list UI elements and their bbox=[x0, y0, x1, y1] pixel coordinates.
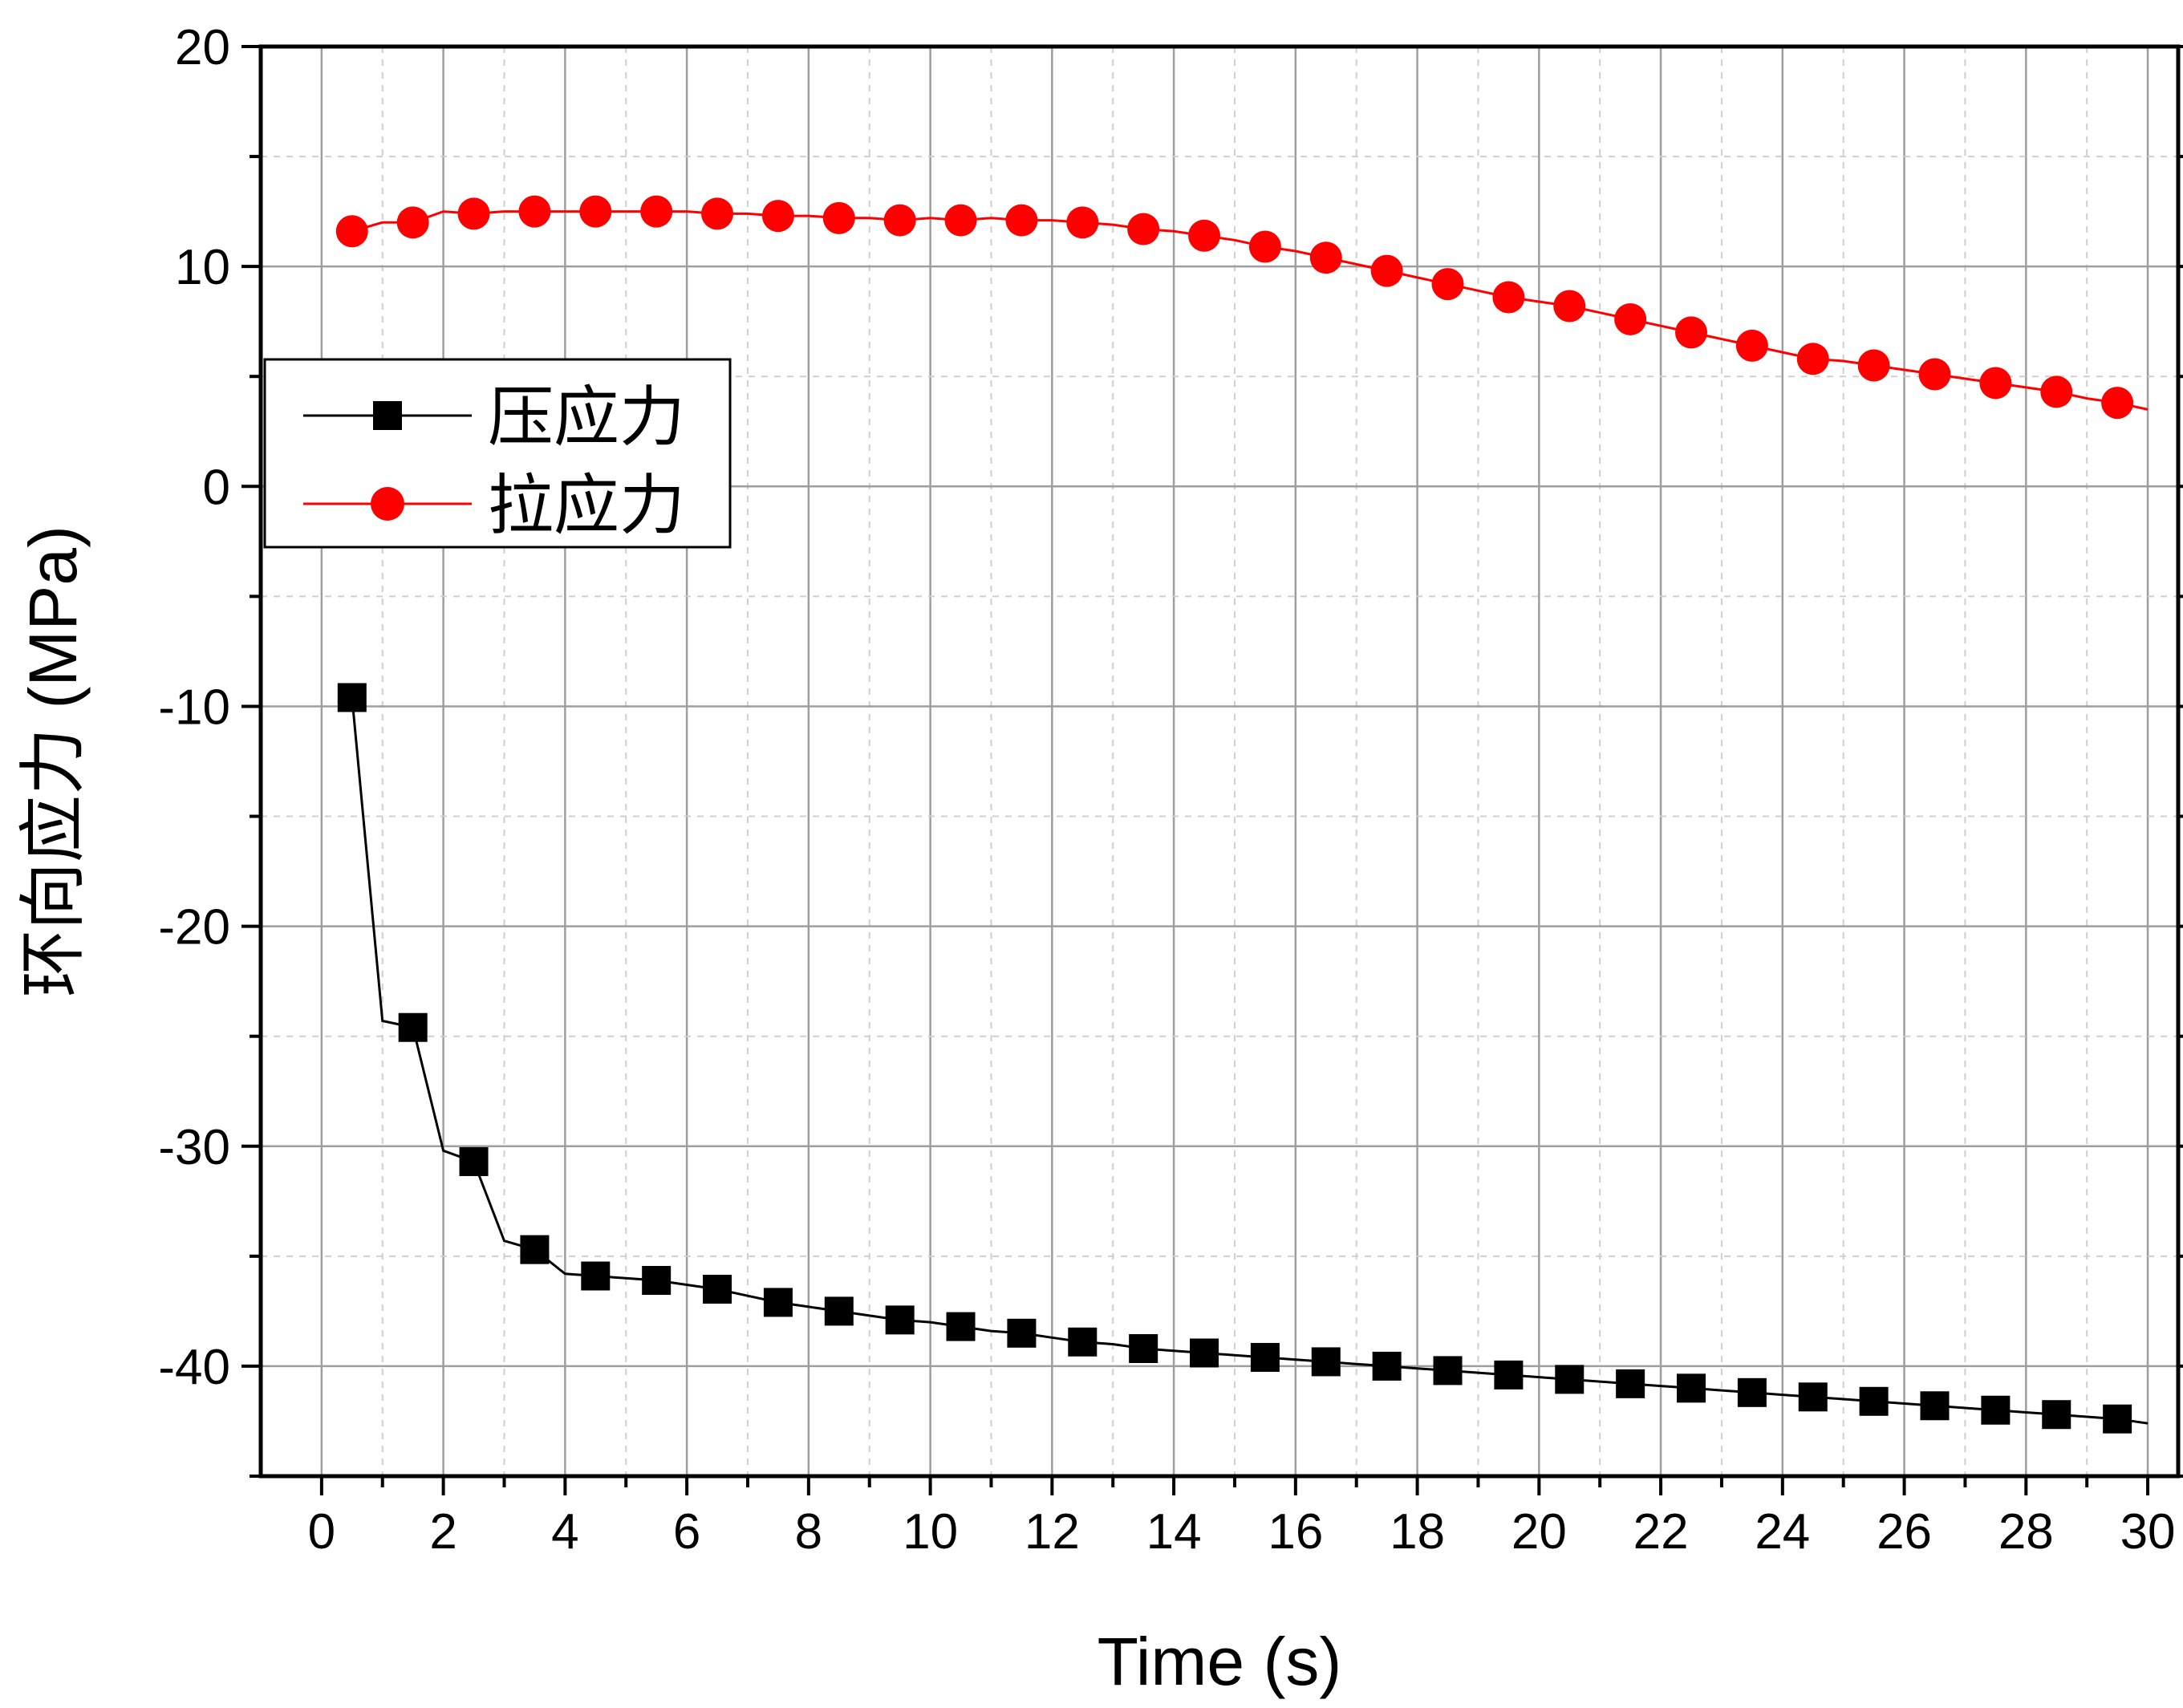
compressive-stress-point bbox=[459, 1146, 489, 1176]
tensile-stress-point bbox=[1979, 367, 2012, 400]
legend-box bbox=[263, 358, 732, 549]
tensile-stress-point bbox=[822, 201, 855, 234]
compressive-stress-point bbox=[2103, 1404, 2132, 1434]
tensile-stress-point bbox=[579, 195, 612, 228]
y-tick-label: 20 bbox=[175, 20, 230, 75]
legend-marker-tensile bbox=[371, 487, 404, 521]
legend-label-compressive: 压应力 bbox=[488, 379, 685, 456]
x-tick-label: 10 bbox=[903, 1504, 958, 1560]
tensile-stress-point bbox=[457, 197, 490, 230]
tensile-stress-point bbox=[1309, 241, 1342, 274]
x-tick-label: 28 bbox=[1998, 1504, 2054, 1560]
compressive-stress-point bbox=[1616, 1369, 1645, 1398]
tensile-stress-point bbox=[1796, 343, 1829, 375]
x-axis-title: Time (s) bbox=[1098, 1624, 1342, 1699]
x-tick-label: 24 bbox=[1755, 1504, 1810, 1560]
axes: 0 2 4 6 8 10 12 14 16 18 20 22 24 26 28 3020100-10-20-3… bbox=[158, 20, 2183, 1560]
tensile-stress-point bbox=[761, 200, 794, 233]
compressive-stress-point bbox=[1555, 1365, 1585, 1394]
tensile-stress-point bbox=[1370, 254, 1403, 287]
tensile-stress-point bbox=[1857, 349, 1890, 382]
compressive-stress-point bbox=[1007, 1318, 1037, 1348]
compressive-stress-line bbox=[351, 697, 2149, 1425]
legend-marker-compressive bbox=[373, 401, 402, 430]
tensile-stress-point bbox=[1492, 281, 1525, 314]
compressive-stress-point bbox=[1190, 1338, 1219, 1368]
y-tick-label: -10 bbox=[158, 680, 230, 735]
compressive-stress-point bbox=[1311, 1347, 1341, 1377]
y-tick-label: -20 bbox=[158, 900, 230, 955]
x-tick-label: 0 bbox=[308, 1504, 335, 1560]
tensile-stress-point bbox=[1614, 302, 1647, 335]
compressive-stress-point bbox=[642, 1266, 672, 1296]
compressive-stress-point bbox=[885, 1305, 915, 1335]
tensile-stress-point bbox=[1248, 230, 1281, 263]
tensile-stress-point bbox=[518, 195, 551, 228]
compressive-stress-point bbox=[1737, 1377, 1767, 1407]
legend: 压应力 拉应力 bbox=[263, 358, 732, 549]
compressive-stress-point bbox=[824, 1296, 854, 1326]
x-tick-label: 30 bbox=[2120, 1504, 2176, 1560]
compressive-stress-point bbox=[1433, 1356, 1463, 1385]
tensile-stress-point bbox=[883, 204, 916, 237]
tensile-stress-point bbox=[335, 215, 368, 248]
tensile-stress-point bbox=[1735, 329, 1768, 362]
compressive-stress-point bbox=[1859, 1386, 1889, 1416]
compressive-stress-point bbox=[581, 1261, 611, 1291]
x-tick-label: 8 bbox=[795, 1504, 822, 1560]
x-tick-label: 20 bbox=[1511, 1504, 1567, 1560]
legend-label-tensile: 拉应力 bbox=[488, 468, 685, 544]
tensile-stress-point bbox=[944, 204, 977, 237]
y-tick-label: 0 bbox=[203, 460, 230, 515]
y-tick-label: 10 bbox=[175, 240, 230, 295]
tensile-stress-point bbox=[1918, 358, 1951, 391]
compressive-stress-point bbox=[1920, 1391, 1950, 1421]
x-tick-label: 12 bbox=[1025, 1504, 1080, 1560]
x-tick-label: 14 bbox=[1146, 1504, 1202, 1560]
compressive-stress-point bbox=[1677, 1373, 1706, 1403]
compressive-stress-point bbox=[1494, 1360, 1524, 1390]
x-tick-label: 4 bbox=[551, 1504, 578, 1560]
x-tick-label: 18 bbox=[1390, 1504, 1445, 1560]
tensile-stress-point bbox=[701, 197, 734, 230]
x-tick-label: 6 bbox=[673, 1504, 700, 1560]
y-tick-label: -30 bbox=[158, 1120, 230, 1175]
tensile-stress-point bbox=[2040, 375, 2073, 408]
tensile-stress-point bbox=[396, 206, 429, 239]
tensile-stress-point bbox=[1553, 290, 1586, 323]
tensile-stress-point bbox=[1005, 204, 1038, 237]
tensile-stress-point bbox=[640, 195, 673, 228]
compressive-stress-point bbox=[763, 1288, 793, 1317]
series-layer bbox=[335, 195, 2149, 1434]
x-tick-label: 16 bbox=[1268, 1504, 1323, 1560]
tensile-stress-point bbox=[1431, 268, 1464, 301]
x-tick-label: 26 bbox=[1877, 1504, 1932, 1560]
compressive-stress-point bbox=[520, 1235, 550, 1264]
compressive-stress-point bbox=[337, 683, 367, 712]
x-tick-label: 2 bbox=[429, 1504, 456, 1560]
compressive-stress-point bbox=[703, 1274, 732, 1304]
compressive-stress-point bbox=[1068, 1327, 1098, 1357]
tensile-stress-point bbox=[1675, 316, 1708, 349]
compressive-stress-point bbox=[398, 1012, 428, 1042]
y-axis-title: 环向应力 (MPa) bbox=[15, 525, 91, 997]
compressive-stress-point bbox=[1372, 1351, 1402, 1381]
tensile-stress-point bbox=[1066, 206, 1099, 239]
compressive-stress-point bbox=[1129, 1333, 1158, 1363]
tensile-stress-point bbox=[1127, 213, 1160, 245]
x-tick-label: 22 bbox=[1633, 1504, 1689, 1560]
plot-frame bbox=[258, 44, 2181, 1479]
y-tick-label: -40 bbox=[158, 1340, 230, 1395]
tensile-stress-point bbox=[1188, 219, 1221, 252]
compressive-stress-point bbox=[946, 1312, 976, 1341]
compressive-stress-point bbox=[1250, 1342, 1280, 1372]
compressive-stress-point bbox=[1798, 1382, 1828, 1412]
compressive-stress-point bbox=[1981, 1395, 2011, 1425]
compressive-stress-point bbox=[2042, 1400, 2071, 1430]
tensile-stress-point bbox=[2101, 387, 2134, 420]
